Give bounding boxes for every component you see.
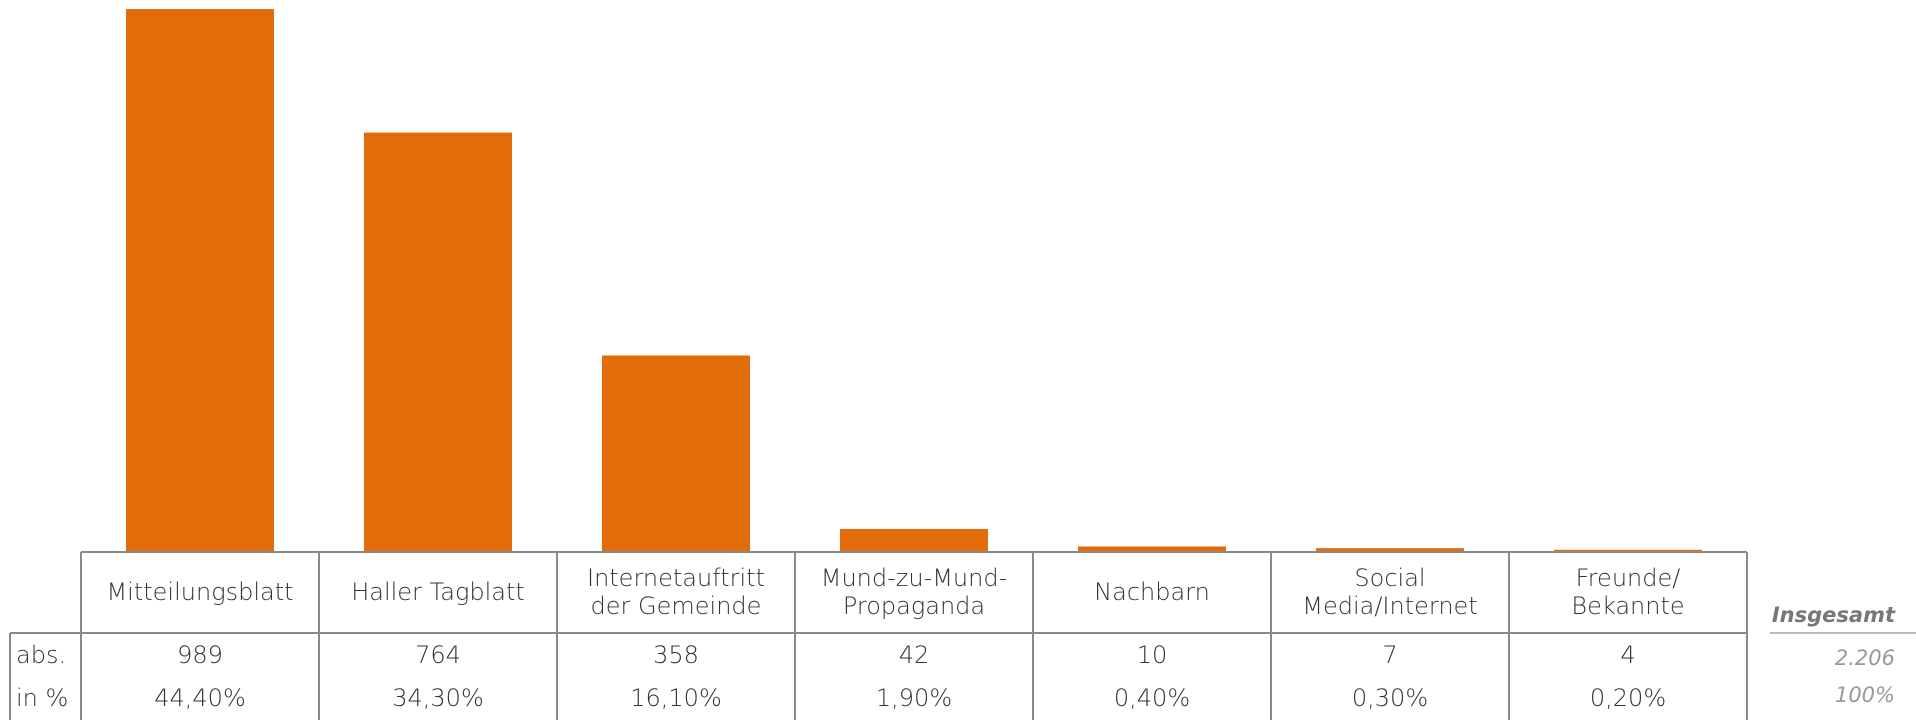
row-label: in % <box>16 684 69 713</box>
value-label: 358 <box>653 640 699 669</box>
bar <box>126 9 274 552</box>
bar <box>1316 548 1464 552</box>
category-label: Mitteilungsblatt <box>106 577 294 606</box>
row-label: abs. <box>16 640 67 669</box>
total-abs: 2.206 <box>1834 646 1895 670</box>
percent-label: 0,30% <box>1351 684 1429 713</box>
percent-label: 44,40% <box>154 684 246 713</box>
bar <box>1078 546 1226 552</box>
category-label: Mund-zu-Mund- Propaganda <box>820 563 1008 620</box>
value-label: 989 <box>177 640 223 669</box>
category-label: Freunde/ Bekannte <box>1571 563 1685 620</box>
percent-label: 34,30% <box>392 684 484 713</box>
percent-label: 16,10% <box>630 684 722 713</box>
category-label: Haller Tagblatt <box>351 577 525 606</box>
value-label: 42 <box>898 640 930 669</box>
category-label: Internetauftritt der Gemeinde <box>586 563 765 620</box>
bar <box>602 355 750 552</box>
percent-label: 0,40% <box>1113 684 1191 713</box>
value-label: 764 <box>415 640 461 669</box>
value-label: 10 <box>1136 640 1168 669</box>
total-percent: 100% <box>1834 683 1895 707</box>
bar <box>364 132 512 552</box>
value-label: 7 <box>1382 640 1398 669</box>
percent-label: 0,20% <box>1589 684 1667 713</box>
total-title: Insgesamt <box>1771 603 1895 627</box>
category-label: Nachbarn <box>1094 577 1210 606</box>
bar <box>840 528 988 552</box>
value-label: 4 <box>1620 640 1636 669</box>
category-label: Social Media/Internet <box>1302 563 1478 620</box>
bar <box>1554 549 1702 552</box>
percent-label: 1,90% <box>875 684 953 713</box>
